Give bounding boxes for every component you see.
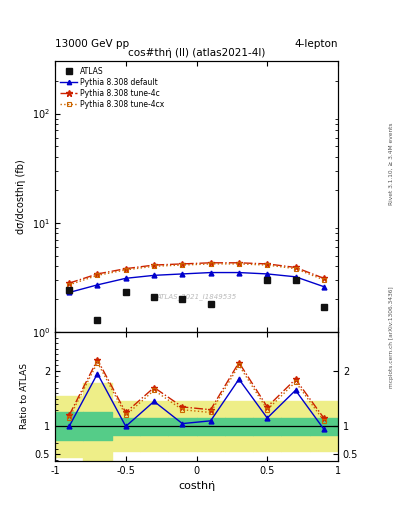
- ATLAS: [180, 296, 185, 302]
- Text: 4-lepton: 4-lepton: [294, 38, 338, 49]
- Pythia 8.308 tune-4c: [265, 261, 270, 267]
- ATLAS: [95, 316, 100, 323]
- Pythia 8.308 default: [293, 274, 298, 280]
- Line: Pythia 8.308 tune-4cx: Pythia 8.308 tune-4cx: [67, 262, 326, 287]
- Pythia 8.308 tune-4cx: [208, 261, 213, 267]
- Pythia 8.308 tune-4c: [237, 260, 241, 266]
- Pythia 8.308 tune-4cx: [180, 262, 185, 268]
- Pythia 8.308 default: [123, 275, 128, 282]
- Pythia 8.308 default: [265, 271, 270, 277]
- Text: mcplots.cern.ch [arXiv:1306.3436]: mcplots.cern.ch [arXiv:1306.3436]: [389, 287, 393, 389]
- Line: ATLAS: ATLAS: [66, 277, 327, 323]
- Line: Pythia 8.308 default: Pythia 8.308 default: [67, 270, 326, 295]
- Pythia 8.308 tune-4c: [321, 275, 326, 282]
- Pythia 8.308 default: [180, 271, 185, 277]
- Pythia 8.308 default: [321, 284, 326, 290]
- ATLAS: [293, 277, 298, 283]
- Pythia 8.308 tune-4cx: [67, 282, 72, 288]
- Pythia 8.308 tune-4c: [95, 271, 100, 277]
- Text: ATLAS_2021_I1849535: ATLAS_2021_I1849535: [156, 293, 237, 300]
- Pythia 8.308 tune-4cx: [95, 272, 100, 279]
- Pythia 8.308 tune-4c: [67, 280, 72, 286]
- ATLAS: [265, 277, 270, 283]
- Pythia 8.308 tune-4cx: [265, 262, 270, 268]
- Legend: ATLAS, Pythia 8.308 default, Pythia 8.308 tune-4c, Pythia 8.308 tune-4cx: ATLAS, Pythia 8.308 default, Pythia 8.30…: [59, 65, 166, 110]
- Pythia 8.308 tune-4cx: [123, 267, 128, 273]
- Y-axis label: Ratio to ATLAS: Ratio to ATLAS: [20, 364, 29, 430]
- Pythia 8.308 tune-4c: [208, 260, 213, 266]
- ATLAS: [123, 289, 128, 295]
- ATLAS: [152, 294, 156, 300]
- Pythia 8.308 tune-4cx: [237, 261, 241, 267]
- Title: cos#thη̇ (ll) (atlas2021-4l): cos#thη̇ (ll) (atlas2021-4l): [128, 48, 265, 58]
- Pythia 8.308 default: [67, 289, 72, 295]
- Pythia 8.308 tune-4c: [293, 264, 298, 270]
- Text: Rivet 3.1.10, ≥ 3.4M events: Rivet 3.1.10, ≥ 3.4M events: [389, 123, 393, 205]
- Text: 13000 GeV pp: 13000 GeV pp: [55, 38, 129, 49]
- ATLAS: [321, 304, 326, 310]
- Pythia 8.308 default: [95, 282, 100, 288]
- Pythia 8.308 default: [237, 269, 241, 275]
- X-axis label: costhη̇: costhη̇: [178, 481, 215, 491]
- Pythia 8.308 tune-4cx: [293, 266, 298, 272]
- Pythia 8.308 tune-4cx: [152, 263, 156, 269]
- Pythia 8.308 default: [208, 269, 213, 275]
- Pythia 8.308 default: [152, 272, 156, 279]
- Pythia 8.308 tune-4c: [180, 261, 185, 267]
- ATLAS: [208, 301, 213, 307]
- Y-axis label: dσ/dcosthη̇ (fb): dσ/dcosthη̇ (fb): [16, 159, 26, 234]
- Line: Pythia 8.308 tune-4c: Pythia 8.308 tune-4c: [66, 259, 327, 287]
- Pythia 8.308 tune-4cx: [321, 277, 326, 283]
- ATLAS: [67, 287, 72, 293]
- Pythia 8.308 tune-4c: [123, 266, 128, 272]
- Pythia 8.308 tune-4c: [152, 262, 156, 268]
